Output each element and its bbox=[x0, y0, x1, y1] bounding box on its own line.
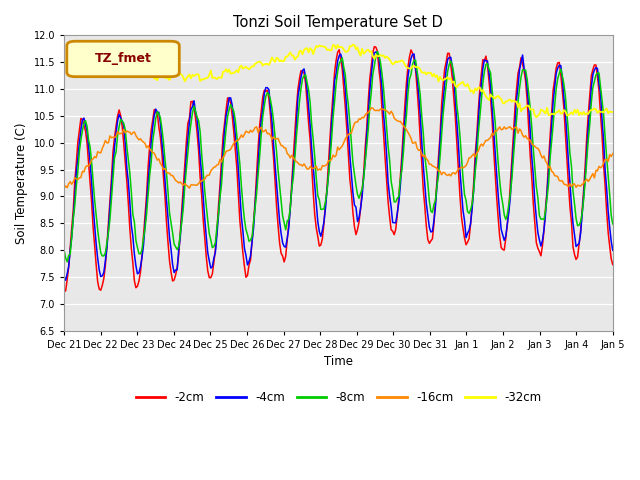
Line: -4cm: -4cm bbox=[64, 52, 612, 280]
Y-axis label: Soil Temperature (C): Soil Temperature (C) bbox=[15, 122, 28, 244]
-2cm bbox=[253, 171, 260, 177]
-8cm bbox=[225, 107, 233, 112]
-4cm bbox=[60, 274, 68, 279]
-2cm bbox=[129, 260, 137, 266]
-16cm bbox=[609, 151, 616, 156]
Line: -32cm: -32cm bbox=[64, 45, 612, 117]
-4cm bbox=[253, 182, 260, 188]
-2cm bbox=[225, 96, 233, 102]
-32cm bbox=[581, 112, 589, 118]
-32cm bbox=[60, 58, 68, 64]
Legend: -2cm, -4cm, -8cm, -16cm, -32cm: -2cm, -4cm, -8cm, -16cm, -32cm bbox=[131, 387, 546, 409]
-16cm bbox=[224, 148, 232, 154]
-2cm bbox=[371, 44, 378, 49]
-32cm bbox=[252, 61, 259, 67]
-8cm bbox=[253, 190, 260, 196]
-8cm bbox=[609, 221, 616, 227]
-8cm bbox=[301, 72, 309, 78]
-2cm bbox=[609, 262, 616, 267]
-2cm bbox=[60, 288, 68, 294]
Line: -8cm: -8cm bbox=[64, 51, 612, 262]
-4cm bbox=[372, 49, 380, 55]
Line: -16cm: -16cm bbox=[64, 108, 612, 189]
-8cm bbox=[374, 48, 381, 54]
-32cm bbox=[127, 68, 135, 74]
-8cm bbox=[581, 178, 589, 183]
-4cm bbox=[62, 277, 70, 283]
-4cm bbox=[301, 74, 309, 80]
-16cm bbox=[300, 161, 308, 167]
-8cm bbox=[244, 232, 252, 238]
-8cm bbox=[63, 259, 71, 264]
-4cm bbox=[129, 234, 137, 240]
-32cm bbox=[532, 114, 540, 120]
-16cm bbox=[60, 186, 68, 192]
-32cm bbox=[242, 64, 250, 70]
-32cm bbox=[300, 47, 308, 53]
-4cm bbox=[609, 247, 616, 253]
-16cm bbox=[252, 125, 259, 131]
-4cm bbox=[244, 262, 252, 268]
-4cm bbox=[581, 173, 589, 179]
-32cm bbox=[609, 109, 616, 115]
-8cm bbox=[60, 247, 68, 252]
-2cm bbox=[62, 288, 70, 294]
-4cm bbox=[225, 95, 233, 101]
-8cm bbox=[129, 212, 137, 217]
-16cm bbox=[242, 128, 250, 134]
FancyBboxPatch shape bbox=[67, 41, 179, 77]
-2cm bbox=[581, 162, 589, 168]
-2cm bbox=[244, 273, 252, 278]
X-axis label: Time: Time bbox=[324, 355, 353, 368]
-32cm bbox=[349, 42, 356, 48]
Line: -2cm: -2cm bbox=[64, 47, 612, 291]
Title: Tonzi Soil Temperature Set D: Tonzi Soil Temperature Set D bbox=[234, 15, 444, 30]
-32cm bbox=[224, 69, 232, 75]
-16cm bbox=[127, 132, 135, 137]
-16cm bbox=[367, 105, 375, 111]
Text: TZ_fmet: TZ_fmet bbox=[95, 52, 152, 65]
-16cm bbox=[580, 180, 588, 186]
-2cm bbox=[301, 80, 309, 86]
